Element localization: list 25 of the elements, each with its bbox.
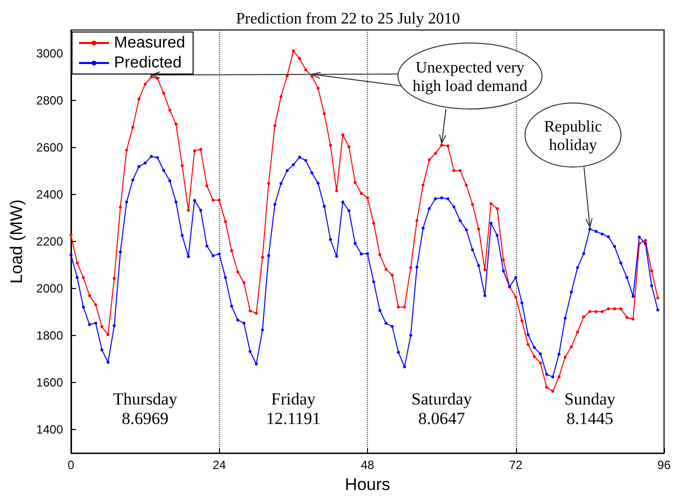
annotation: Sunday 8.1445: [564, 389, 616, 428]
x-tick-label: 96: [657, 458, 671, 472]
x-tick-label: 24: [212, 458, 226, 472]
annotation: Friday 12.1191: [266, 389, 321, 428]
legend-label: Measured: [114, 34, 186, 52]
y-tick-label: 1400: [36, 422, 64, 437]
annotation: Thursday 8.6969: [113, 389, 178, 428]
y-tick-label: 2800: [36, 94, 64, 108]
x-axis-title: Hours: [344, 475, 390, 494]
x-tick-label: 48: [360, 458, 374, 472]
y-tick-label: 2200: [36, 234, 64, 249]
x-tick-label: 72: [509, 458, 523, 472]
y-tick-label: 2000: [36, 282, 64, 296]
y-tick-label: 2600: [36, 140, 64, 155]
annotation: Unexpected very high load demand: [412, 59, 528, 95]
y-axis-title: Load (MW): [7, 200, 26, 284]
y-tick-label: 1600: [36, 376, 64, 390]
legend-label: Predicted: [114, 54, 182, 72]
x-tick-label: 0: [68, 458, 75, 472]
chart-title: Prediction from 22 to 25 July 2010: [236, 10, 460, 28]
y-tick-label: 1800: [36, 328, 64, 343]
annotation: Republic holiday: [544, 118, 602, 154]
y-tick-label: 2400: [36, 188, 64, 202]
y-tick-label: 3000: [36, 46, 64, 61]
annotation: Saturday 8.0647: [411, 389, 472, 428]
